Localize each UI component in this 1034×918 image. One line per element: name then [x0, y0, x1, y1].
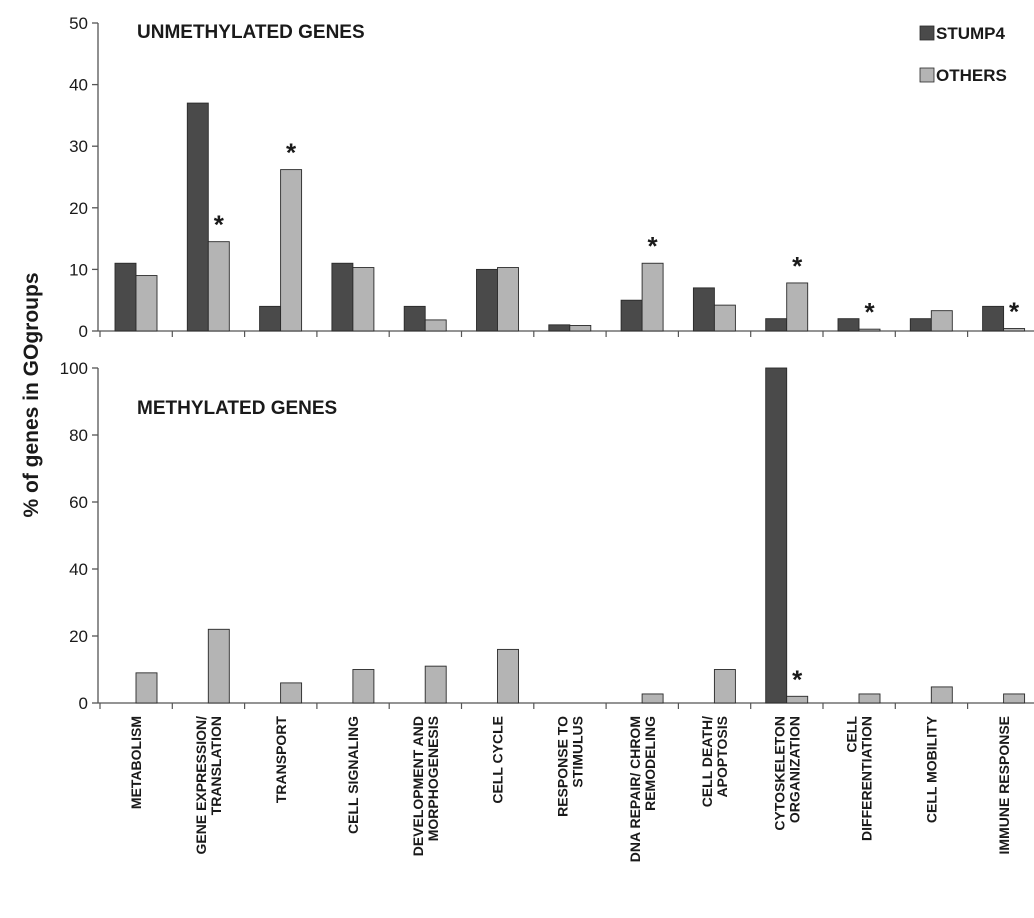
y-tick-label: 80	[69, 426, 88, 445]
category-label: MORPHOGENESIS	[425, 716, 441, 841]
bar-others	[786, 695, 809, 704]
category-label: DEVELOPMENT AND	[410, 716, 426, 856]
bar-others	[1003, 328, 1026, 332]
bar-others	[352, 267, 375, 332]
category-labels: METABOLISM GENE EXPRESSION/TRANSLATION TRA…	[128, 715, 1012, 862]
y-tick-label: 60	[69, 493, 88, 512]
category-label: CELL	[844, 716, 860, 753]
category-label: DNA REPAIR/ CHROM	[627, 716, 643, 862]
bar-others	[497, 648, 519, 704]
legend-label-stump4: STUMP4	[936, 24, 1006, 43]
y-tick-label: 20	[69, 627, 88, 646]
methylated-panel: 0 20 40 60 80 100 METHYLATED GENES *	[60, 359, 1034, 713]
bar-stump4	[620, 299, 643, 332]
bar-others	[280, 682, 303, 704]
significance-star: *	[1009, 297, 1020, 327]
bar-others	[713, 669, 736, 704]
category-label: CELL CYCLE	[490, 716, 506, 804]
category-label: REMODELING	[642, 716, 658, 811]
category-label: GENE EXPRESSION/	[193, 716, 209, 855]
panel-title: UNMETHYLATED GENES	[137, 22, 365, 43]
bar-others	[713, 304, 736, 332]
bar-stump4	[909, 318, 932, 332]
y-tick-label: 20	[69, 199, 88, 218]
category-label: APOPTOSIS	[714, 716, 730, 797]
category-label: TRANSPORT	[273, 716, 289, 804]
category-label: CELL DEATH/	[699, 716, 715, 807]
category-label: METABOLISM	[128, 716, 144, 809]
bar-others	[569, 325, 592, 332]
bar-others	[858, 328, 881, 332]
category-label: TRANSLATION	[208, 716, 224, 815]
legend: STUMP4 OTHERS	[919, 24, 1007, 85]
y-axis-label: % of genes in GOgroups	[20, 272, 43, 517]
bar-stump4	[259, 305, 282, 332]
bar-stump4	[331, 262, 354, 332]
bar-others	[424, 665, 447, 704]
panel-title: METHYLATED GENES	[137, 398, 337, 419]
bar-others	[135, 275, 158, 332]
legend-swatch-others	[919, 67, 935, 83]
bar-others	[497, 267, 519, 332]
category-label: DIFFERENTIATION	[859, 716, 875, 841]
bar-stump4	[186, 102, 209, 332]
y-tick-label: 0	[79, 322, 88, 341]
y-tick-label: 50	[69, 14, 88, 33]
significance-star: *	[864, 297, 875, 327]
bar-others	[135, 672, 158, 704]
bar-others	[641, 693, 664, 704]
category-label: STIMULUS	[569, 716, 585, 788]
bar-others	[641, 262, 664, 332]
bar-stump4	[403, 305, 426, 332]
y-tick-label: 40	[69, 76, 88, 95]
bar-others	[207, 241, 230, 332]
bar-others	[424, 319, 447, 332]
bar-stump4	[114, 262, 137, 332]
bar-others	[280, 169, 303, 332]
y-tick-label: 100	[60, 359, 88, 378]
bar-others	[930, 310, 953, 332]
significance-star: *	[648, 231, 659, 261]
bar-others	[352, 669, 375, 704]
y-tick-label: 10	[69, 260, 88, 279]
bar-stump4	[548, 324, 571, 332]
bar-stump4	[692, 287, 715, 332]
significance-star: *	[792, 664, 803, 694]
bar-others	[1003, 693, 1026, 704]
category-label: ORGANIZATION	[786, 716, 802, 823]
category-label: RESPONSE TO	[554, 716, 570, 817]
legend-swatch-stump4	[919, 25, 935, 41]
significance-star: *	[792, 251, 803, 281]
category-label: CYTOSKELETON	[771, 716, 787, 831]
y-tick-label: 30	[69, 137, 88, 156]
significance-star: *	[286, 138, 297, 168]
bar-others	[930, 686, 953, 704]
significance-star: *	[214, 210, 225, 240]
bar-others	[858, 693, 881, 704]
bar-stump4	[837, 318, 860, 332]
category-label: CELL MOBILITY	[923, 715, 939, 823]
bar-stump4	[765, 367, 788, 704]
legend-label-others: OTHERS	[936, 66, 1007, 85]
bar-others	[207, 628, 230, 704]
bar-others	[786, 282, 809, 332]
unmethylated-panel: 0 10 20 30 40 50 UNMETHYLATED GENES * * * * * *	[69, 14, 1034, 341]
bar-stump4	[765, 318, 788, 332]
bar-stump4	[476, 268, 498, 332]
y-tick-label: 40	[69, 560, 88, 579]
category-label: CELL SIGNALING	[345, 716, 361, 834]
y-tick-label: 0	[79, 694, 88, 713]
bar-stump4	[982, 305, 1005, 332]
category-label: IMMUNE RESPONSE	[996, 716, 1012, 854]
